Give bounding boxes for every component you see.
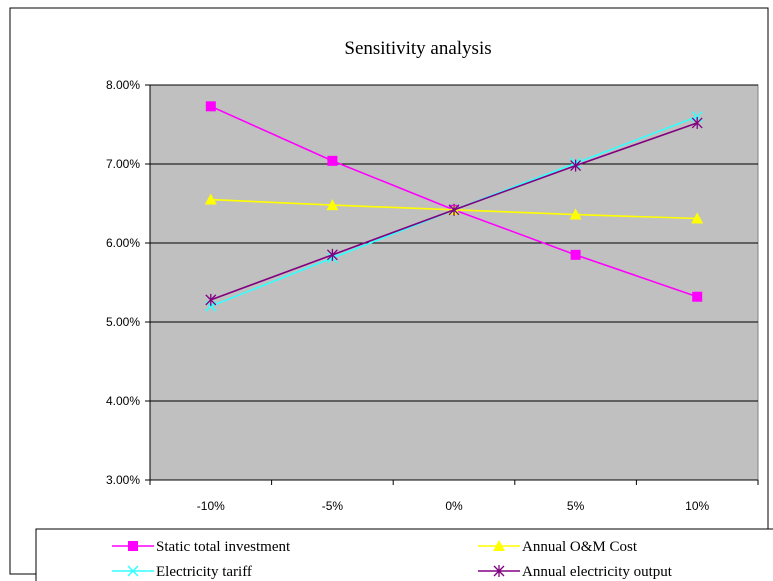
data-point: [570, 249, 581, 260]
legend-item: Annual O&M Cost: [478, 539, 638, 555]
legend-label: Annual O&M Cost: [522, 539, 638, 555]
data-point: [326, 199, 339, 211]
legend-label: Static total investment: [156, 539, 291, 555]
legend-marker: [493, 540, 505, 551]
data-point: [570, 159, 582, 172]
data-point: [327, 155, 338, 166]
x-tick-label: 0%: [445, 499, 463, 513]
y-tick-label: 8.00%: [106, 78, 140, 92]
y-tick-label: 3.00%: [106, 473, 140, 487]
data-point: [691, 212, 704, 224]
y-tick-label: 7.00%: [106, 157, 140, 171]
data-point: [205, 101, 216, 112]
x-tick-label: 5%: [567, 499, 585, 513]
data-point: [569, 208, 582, 220]
gridlines: [150, 84, 758, 402]
legend-label: Annual electricity output: [522, 564, 673, 580]
legend-item: Electricity tariff: [112, 564, 252, 580]
legend-item: Static total investment: [112, 539, 291, 555]
x-tick-label: -5%: [322, 499, 344, 513]
chart-title: Sensitivity analysis: [344, 38, 491, 59]
data-point: [692, 291, 703, 302]
data-point: [205, 293, 217, 306]
y-tick-label: 6.00%: [106, 236, 140, 250]
legend-marker: [127, 565, 139, 577]
axes: 3.00% 4.00% 5.00% 6.00% 7.00% 8.00% -10% -5% 0% 5…: [106, 78, 759, 513]
x-tick-label: -10%: [197, 499, 225, 513]
data-point: [448, 203, 460, 216]
y-tick-label: 4.00%: [106, 394, 140, 408]
plot-area: [149, 84, 759, 481]
legend-item: Annual electricity output: [478, 564, 673, 580]
data-point: [204, 193, 217, 205]
legend-label: Electricity tariff: [156, 564, 252, 580]
series-lines: [204, 101, 704, 312]
legend: Static total investment Annual O&M Cost El…: [112, 539, 673, 580]
data-point: [691, 116, 703, 129]
x-tick-label: 10%: [685, 499, 709, 513]
data-point: [326, 248, 338, 261]
legend-marker: [128, 541, 138, 551]
y-tick-label: 5.00%: [106, 315, 140, 329]
legend-box: [35, 528, 773, 581]
legend-marker: [493, 565, 505, 577]
